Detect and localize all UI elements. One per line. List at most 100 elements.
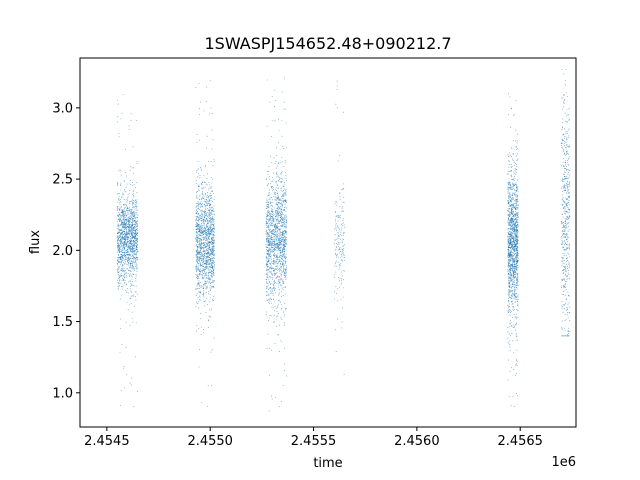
data-point [132,257,133,259]
data-point [336,89,338,91]
data-point [284,251,286,253]
data-point [285,268,287,270]
data-point [211,252,213,253]
data-point [267,221,269,223]
data-point [268,207,270,209]
data-point [279,213,281,215]
data-point [121,252,123,254]
data-point [283,246,285,248]
data-point [129,210,131,212]
data-point [130,179,131,181]
data-point [211,244,213,246]
data-point [339,230,341,232]
data-point [513,352,515,354]
data-point [132,206,134,208]
data-point [276,244,278,246]
data-point [199,242,201,244]
data-point [198,231,200,233]
data-point [516,219,517,221]
data-point [201,239,203,241]
data-point [130,295,132,297]
data-point [209,278,211,279]
data-point [133,255,135,257]
data-point [507,191,509,192]
data-point [205,236,207,238]
data-point [203,301,205,302]
data-point [195,254,197,256]
data-point [272,292,274,294]
data-point [121,256,123,258]
data-point [282,195,283,197]
data-point [134,199,136,201]
data-point [279,232,281,234]
data-point [210,217,212,219]
data-point [268,247,270,249]
data-point [198,190,200,192]
data-point [338,268,340,270]
data-point [123,236,125,238]
data-point [205,263,206,265]
data-point [276,253,278,255]
data-point [284,215,286,217]
data-point [272,249,274,251]
data-point [118,232,120,234]
data-point [208,280,210,282]
data-point [510,218,512,220]
data-point [201,229,203,231]
data-point [206,239,208,241]
data-point [512,206,514,208]
data-point [201,251,203,252]
data-point [275,224,276,226]
data-point [119,327,121,329]
data-point [266,246,268,248]
data-point [272,263,274,265]
data-point [267,207,269,209]
data-point [272,211,274,212]
data-point [286,375,287,377]
data-point [123,262,125,264]
data-point [211,267,213,269]
data-point [205,288,207,290]
data-point [128,257,130,259]
data-point [509,349,511,351]
data-point [282,191,284,193]
data-point [277,209,279,211]
data-point [204,273,206,274]
data-point [122,94,124,96]
data-point [202,271,204,273]
data-point [279,203,281,205]
data-point [275,268,277,270]
data-point [277,239,279,241]
data-point [282,194,284,196]
data-point [272,321,274,323]
data-point [270,266,272,268]
data-point [277,187,279,189]
data-point [204,193,206,195]
data-point [274,231,276,233]
data-point [206,242,208,244]
data-point [207,247,209,249]
data-point [275,233,277,235]
data-point [121,233,123,235]
data-point [203,273,205,274]
data-point [212,234,214,236]
data-point [120,248,122,250]
data-point [201,275,203,277]
data-point [198,184,200,186]
data-point [276,263,278,265]
data-point [276,265,278,267]
data-point [339,192,341,194]
data-point [283,233,285,235]
data-point [511,155,513,157]
data-point [276,231,278,233]
data-point [200,206,202,207]
data-point [120,282,122,284]
data-point [284,245,286,247]
data-point [128,281,130,283]
data-point [339,155,341,156]
data-point [212,218,214,220]
data-point [275,210,277,212]
data-point [212,228,214,230]
data-point [283,242,285,244]
data-point [335,216,337,217]
